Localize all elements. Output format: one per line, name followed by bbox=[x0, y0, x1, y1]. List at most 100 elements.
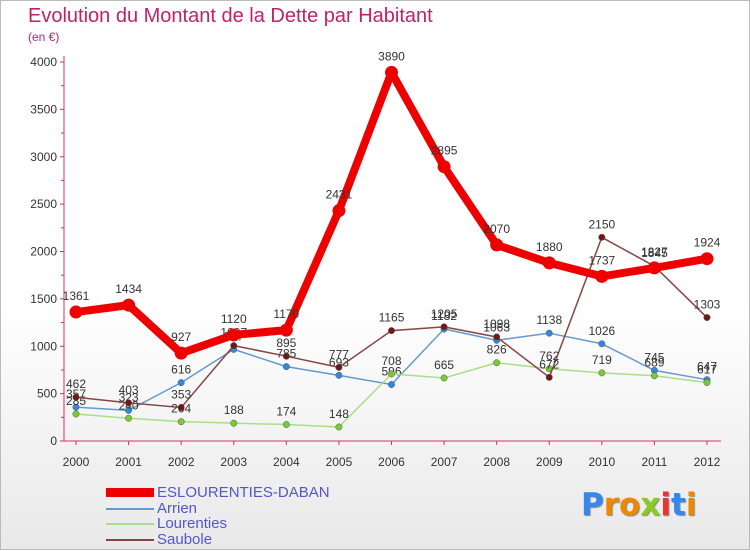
data-label: 1924 bbox=[694, 236, 721, 250]
data-point bbox=[69, 305, 83, 319]
data-label: 2895 bbox=[431, 144, 458, 158]
data-label: 1120 bbox=[221, 312, 247, 326]
data-label: 1737 bbox=[588, 253, 615, 267]
y-tick-label: 1500 bbox=[30, 292, 57, 306]
data-label: 927 bbox=[171, 330, 191, 344]
data-label: 1880 bbox=[536, 240, 563, 254]
x-tick-label: 2008 bbox=[483, 455, 510, 469]
x-tick-label: 2010 bbox=[588, 455, 615, 469]
data-label: 353 bbox=[171, 388, 191, 402]
y-tick-label: 1000 bbox=[30, 339, 57, 353]
data-point bbox=[122, 298, 136, 312]
x-tick-label: 2001 bbox=[115, 455, 142, 469]
chart-subtitle: (en €) bbox=[28, 30, 60, 44]
data-point bbox=[598, 233, 606, 241]
data-label: 719 bbox=[592, 353, 612, 367]
x-tick-label: 2000 bbox=[63, 455, 90, 469]
data-point bbox=[125, 414, 133, 422]
data-point bbox=[174, 346, 188, 360]
x-tick-label: 2006 bbox=[378, 455, 405, 469]
data-point bbox=[332, 204, 346, 218]
y-tick-label: 3500 bbox=[30, 102, 57, 116]
y-tick-label: 500 bbox=[37, 387, 57, 401]
logo-letter: t bbox=[670, 487, 686, 523]
legend-label: Arrien bbox=[157, 499, 198, 517]
data-label: 148 bbox=[329, 407, 349, 421]
data-label: 188 bbox=[224, 403, 244, 417]
legend-label: Saubole bbox=[157, 530, 213, 548]
legend-label: ESLOURENTIES-DABAN bbox=[157, 484, 330, 501]
legend-label: Lourenties bbox=[157, 515, 228, 532]
data-point bbox=[493, 333, 501, 341]
data-label: 762 bbox=[539, 349, 559, 363]
y-tick-label: 4000 bbox=[30, 55, 57, 69]
logo-letter: P bbox=[581, 487, 604, 523]
data-point bbox=[542, 256, 556, 270]
data-label: 1138 bbox=[536, 313, 562, 327]
data-point bbox=[703, 314, 711, 321]
data-label: 2150 bbox=[588, 217, 615, 231]
data-point bbox=[388, 370, 395, 378]
y-tick-label: 2500 bbox=[30, 197, 57, 211]
data-point bbox=[227, 328, 241, 342]
data-label: 1026 bbox=[588, 324, 615, 338]
data-point bbox=[385, 65, 398, 79]
data-label: 174 bbox=[276, 405, 296, 419]
data-point bbox=[647, 261, 661, 275]
x-tick-label: 2009 bbox=[536, 455, 563, 469]
x-tick-label: 2004 bbox=[273, 455, 300, 469]
data-point bbox=[700, 252, 714, 266]
logo-letter: o bbox=[619, 487, 641, 523]
data-label: 323 bbox=[119, 390, 139, 404]
x-tick-label: 2011 bbox=[642, 455, 668, 469]
chart-title: Evolution du Montant de la Dette par Hab… bbox=[28, 5, 433, 27]
data-label: 2431 bbox=[326, 188, 353, 202]
data-point bbox=[437, 160, 451, 174]
data-label: 1434 bbox=[115, 282, 142, 296]
data-label: 3890 bbox=[378, 49, 405, 63]
data-label: 777 bbox=[329, 347, 349, 361]
data-point bbox=[545, 329, 553, 337]
data-point bbox=[125, 406, 133, 414]
data-label: 1303 bbox=[694, 298, 721, 312]
legend-swatch bbox=[106, 538, 154, 541]
data-point bbox=[388, 381, 395, 388]
data-point bbox=[493, 359, 501, 367]
data-label: 2070 bbox=[483, 222, 510, 236]
data-point bbox=[72, 410, 80, 418]
y-tick-label: 3000 bbox=[30, 150, 57, 164]
data-label: 1182 bbox=[431, 309, 457, 323]
data-point bbox=[440, 323, 448, 331]
data-label: 647 bbox=[697, 360, 717, 374]
data-point bbox=[282, 421, 290, 428]
logo-letter: x bbox=[640, 487, 661, 523]
data-label: 616 bbox=[171, 363, 191, 377]
data-point bbox=[282, 352, 290, 360]
data-point bbox=[598, 369, 606, 377]
legend-swatch bbox=[106, 507, 154, 510]
data-label: 1361 bbox=[63, 289, 90, 303]
data-label: 672 bbox=[539, 357, 559, 371]
x-tick-label: 2012 bbox=[694, 455, 721, 469]
data-point bbox=[177, 404, 185, 412]
data-label: 1063 bbox=[483, 320, 510, 334]
legend-swatch bbox=[106, 523, 154, 525]
data-point bbox=[650, 372, 658, 380]
data-point bbox=[545, 373, 553, 381]
data-point bbox=[335, 363, 343, 371]
data-label: 745 bbox=[644, 350, 664, 364]
data-point bbox=[177, 418, 185, 426]
data-label: 665 bbox=[434, 358, 454, 372]
data-label: 617 bbox=[697, 363, 717, 377]
data-label: 1205 bbox=[431, 307, 458, 321]
data-label: 1845 bbox=[641, 246, 668, 260]
data-label: 826 bbox=[487, 343, 507, 357]
data-label: 895 bbox=[276, 336, 296, 350]
y-tick-label: 2000 bbox=[30, 245, 57, 259]
data-label: 1165 bbox=[379, 311, 405, 325]
data-point bbox=[230, 342, 238, 350]
x-tick-label: 2007 bbox=[431, 455, 458, 469]
data-point bbox=[72, 393, 80, 401]
